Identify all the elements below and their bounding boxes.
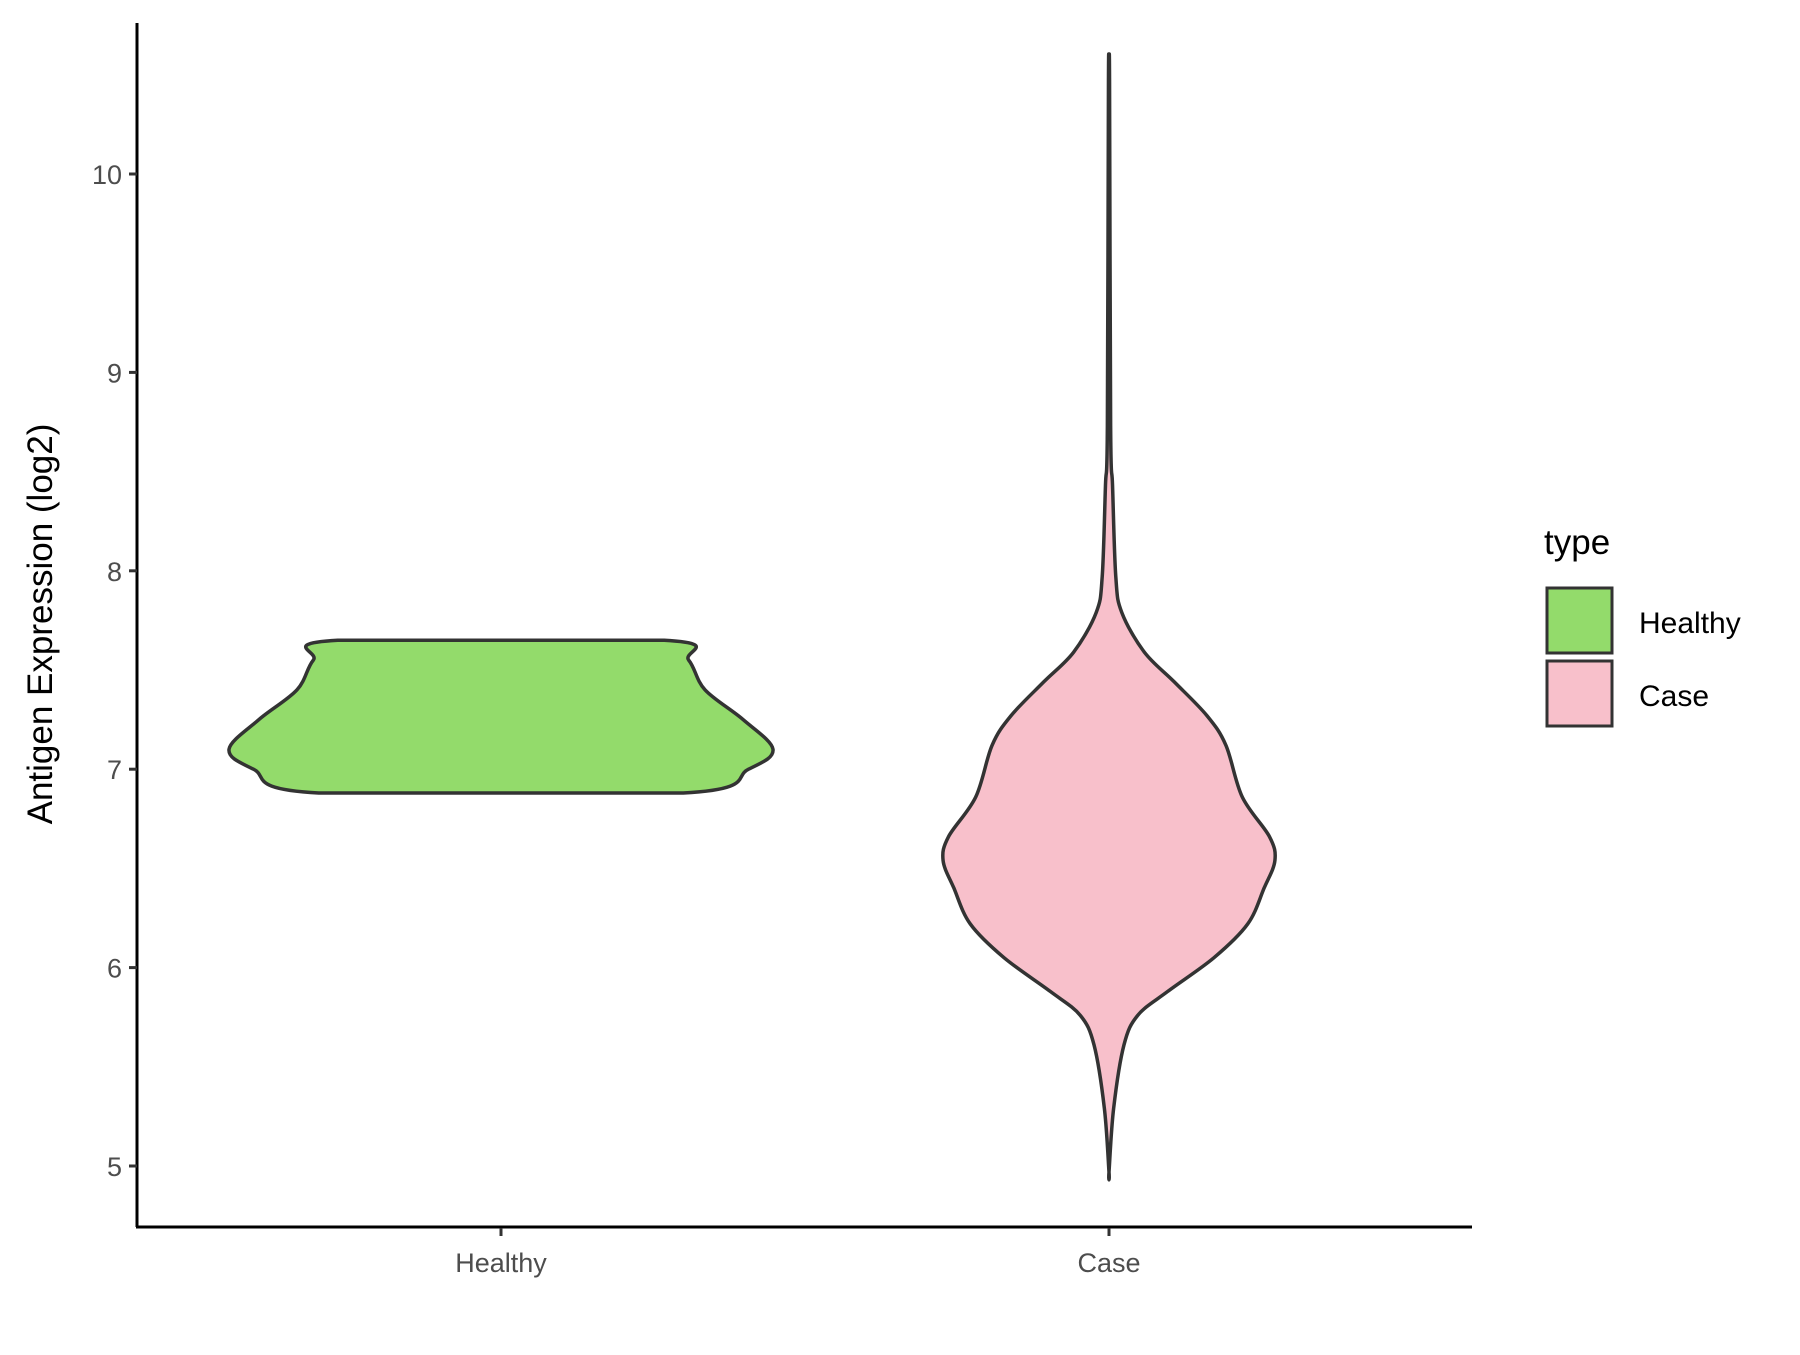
legend-label-case: Case: [1639, 680, 1709, 713]
y-tick-label: 10: [92, 160, 122, 190]
legend-key-healthy: [1545, 586, 1614, 655]
x-tick-label: Case: [1077, 1248, 1140, 1278]
y-tick-label: 7: [107, 755, 122, 785]
y-tick-label: 8: [107, 557, 122, 587]
violin-case: [941, 52, 1277, 1182]
y-axis-label: Antigen Expression (log2): [21, 424, 60, 825]
legend-label-healthy: Healthy: [1639, 607, 1741, 640]
legend: type Healthy Case: [1544, 523, 1741, 728]
violin-healthy: [227, 638, 775, 795]
legend-title: type: [1544, 523, 1610, 562]
y-tick-label: 9: [107, 358, 122, 388]
x-tick-label: Healthy: [455, 1248, 547, 1278]
violins: [227, 52, 1277, 1182]
y-tick-label: 6: [107, 954, 122, 984]
legend-key-case: [1545, 659, 1614, 728]
y-tick-label: 5: [107, 1152, 122, 1182]
